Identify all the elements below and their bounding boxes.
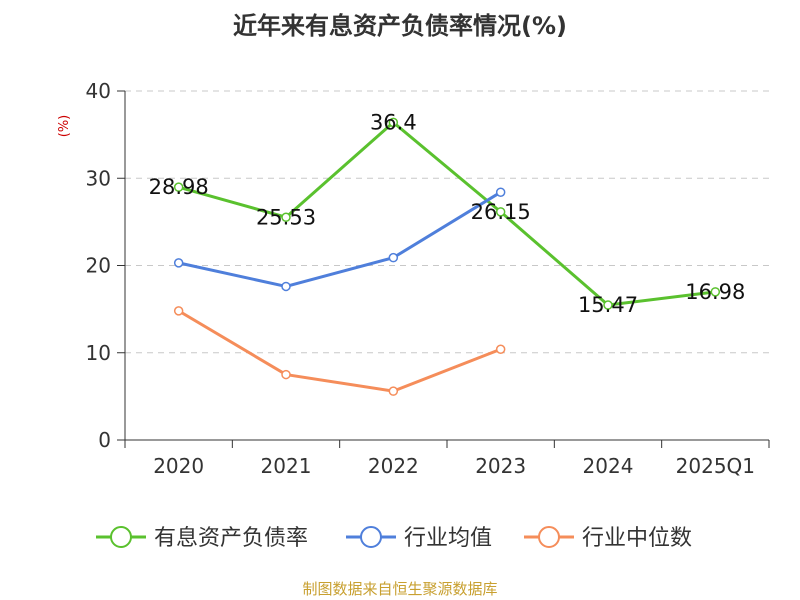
series-line-2 xyxy=(177,309,502,393)
x-tick-label: 2025Q1 xyxy=(676,454,755,478)
data-point xyxy=(281,212,291,223)
data-label: 16.98 xyxy=(685,280,745,304)
legend-label: 行业均值 xyxy=(404,526,492,551)
y-axis-label: (%) xyxy=(57,115,72,138)
data-point xyxy=(173,182,184,192)
x-tick-label: 2024 xyxy=(583,454,634,478)
data-label: 25.53 xyxy=(256,205,316,229)
legend-label: 有息资产负债率 xyxy=(154,526,308,551)
data-point xyxy=(388,117,399,128)
data-point xyxy=(388,252,399,263)
chart-title: 近年来有息资产负债率情况(%) xyxy=(233,12,567,40)
legend-marker xyxy=(110,526,132,548)
source-note: 制图数据来自恒生聚源数据库 xyxy=(302,580,498,598)
x-tick-label: 2021 xyxy=(261,454,312,478)
legend: 有息资产负债率 行业均值 行业中位数 xyxy=(96,526,692,551)
series-line-0 xyxy=(178,120,716,307)
data-label: 26.15 xyxy=(471,200,531,224)
data-label: 36.4 xyxy=(370,110,417,134)
data-label: 15.47 xyxy=(578,293,638,317)
data-point xyxy=(388,386,399,396)
y-tick-label: 10 xyxy=(86,341,111,365)
data-point xyxy=(281,281,291,292)
data-point xyxy=(173,306,184,316)
legend-label: 行业中位数 xyxy=(582,526,692,551)
data-labels: 28.98 25.53 36.4 26.15 15.47 16.98 xyxy=(149,110,746,317)
gridlines xyxy=(125,90,769,354)
series-layer xyxy=(173,117,721,396)
axes: 0 10 20 30 40 2020 2021 2022 2023 2024 2025Q1 xyxy=(86,79,770,478)
data-point xyxy=(173,258,184,268)
legend-marker xyxy=(538,526,560,548)
y-tick-label: 20 xyxy=(86,254,111,278)
x-tick-label: 2020 xyxy=(153,454,204,478)
data-point xyxy=(603,300,613,310)
y-tick-label: 0 xyxy=(98,428,111,452)
y-tick-label: 40 xyxy=(86,79,111,103)
data-point xyxy=(495,207,506,217)
data-point xyxy=(495,187,506,197)
x-tick-label: 2023 xyxy=(475,454,526,478)
data-point xyxy=(710,287,721,297)
data-point xyxy=(495,344,506,355)
y-tick-label: 30 xyxy=(86,166,111,190)
series-line-1 xyxy=(178,190,502,288)
data-label: 28.98 xyxy=(149,175,209,199)
data-point xyxy=(281,369,291,380)
legend-marker xyxy=(360,526,382,548)
x-tick-label: 2022 xyxy=(368,454,419,478)
